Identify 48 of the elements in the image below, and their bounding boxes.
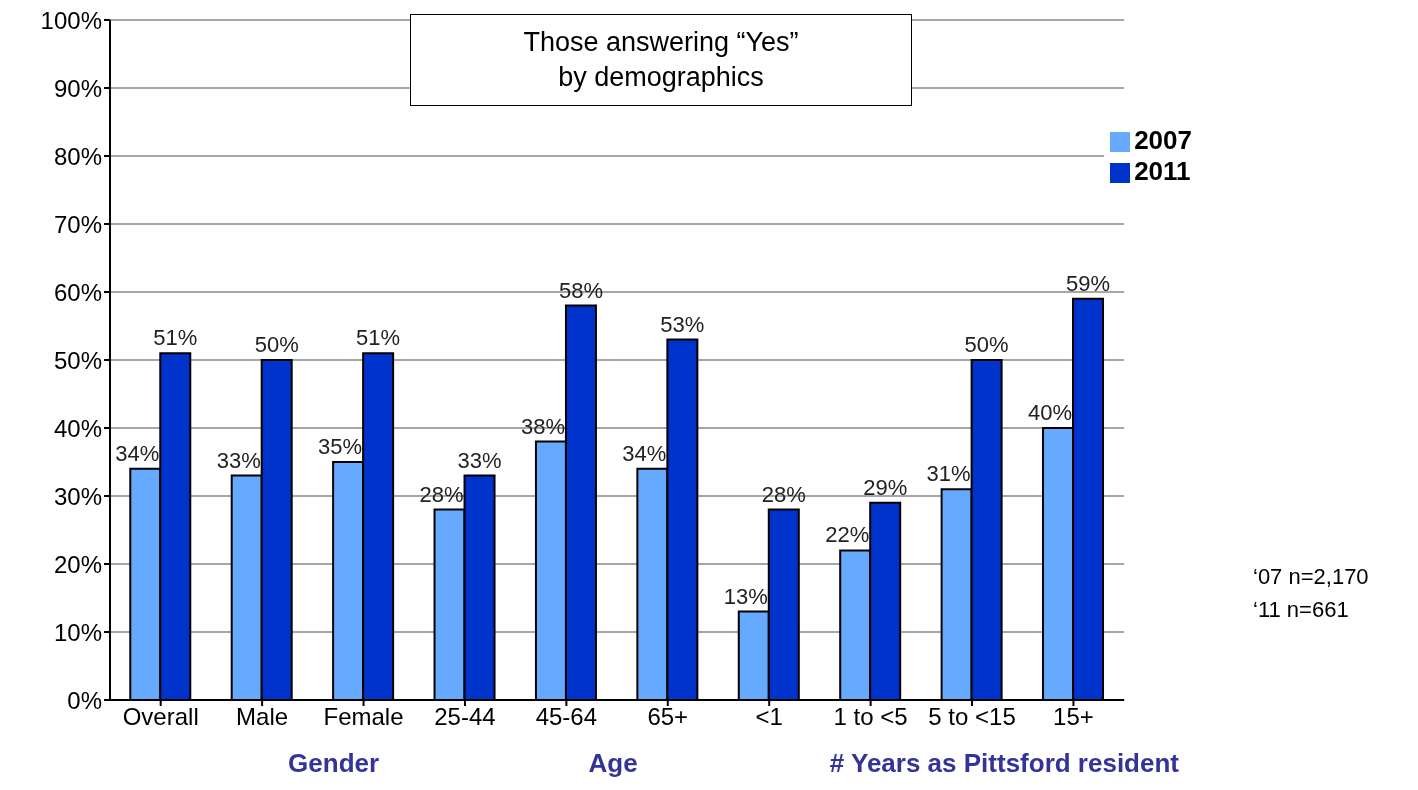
data-label: 33%: [457, 447, 502, 473]
x-tick-label: 65+: [647, 703, 689, 731]
y-tick-label: 10%: [53, 618, 102, 646]
text: # Years as Pittsford resident: [828, 748, 1180, 779]
x-tick-label: 1 to <5: [833, 703, 908, 731]
text: Gender: [287, 748, 381, 779]
y-tick-label: 100%: [40, 6, 102, 34]
y-tick-label: 60%: [53, 278, 102, 306]
x-tick-label: 45-64: [535, 703, 598, 731]
x-tick-label: 25-44: [434, 703, 496, 731]
data-label: 13%: [723, 583, 768, 609]
data-label: 50%: [964, 332, 1009, 357]
data-label: 51%: [356, 325, 401, 351]
y-tick-label: 0%: [67, 686, 102, 714]
data-label: 22%: [825, 522, 870, 548]
data-label: 29%: [863, 474, 908, 500]
data-label: 51%: [153, 325, 198, 351]
data-label: 34%: [622, 440, 667, 466]
x-tick-label: <1: [755, 703, 783, 731]
x-tick-label: Female: [323, 703, 404, 731]
x-tick-label: 15+: [1053, 703, 1094, 731]
data-label: 58%: [558, 277, 603, 303]
data-label: 40%: [1028, 400, 1073, 425]
data-label: 28%: [419, 481, 464, 507]
x-tick-label: Male: [236, 703, 289, 731]
y-tick-label: 90%: [53, 74, 102, 102]
legend-label: 2007: [1134, 125, 1192, 155]
data-label: 38%: [520, 413, 565, 439]
data-label: 33%: [216, 447, 261, 473]
y-tick-label: 40%: [53, 414, 102, 442]
y-tick-label: 70%: [53, 210, 102, 238]
y-tick-label: 80%: [53, 142, 102, 170]
text: Age: [588, 748, 638, 778]
title-box: Those answering “Yes” by demographics: [410, 14, 912, 106]
x-tick-label: 5 to <15: [928, 703, 1016, 731]
data-label: 59%: [1066, 270, 1111, 296]
data-label: 34%: [115, 440, 160, 466]
text: ‘07 n=2,170 ‘11 n=661: [1253, 563, 1369, 624]
data-label: 53%: [660, 311, 705, 337]
data-label: 28%: [761, 481, 806, 507]
y-tick-label: 20%: [53, 550, 102, 578]
legend-label: 2011: [1134, 156, 1191, 186]
data-label: 50%: [254, 332, 299, 357]
x-tick-label: Overall: [122, 703, 199, 731]
data-label: 35%: [318, 434, 363, 459]
data-label: 31%: [926, 461, 971, 487]
y-tick-label: 30%: [53, 482, 102, 510]
y-tick-label: 50%: [53, 346, 102, 374]
